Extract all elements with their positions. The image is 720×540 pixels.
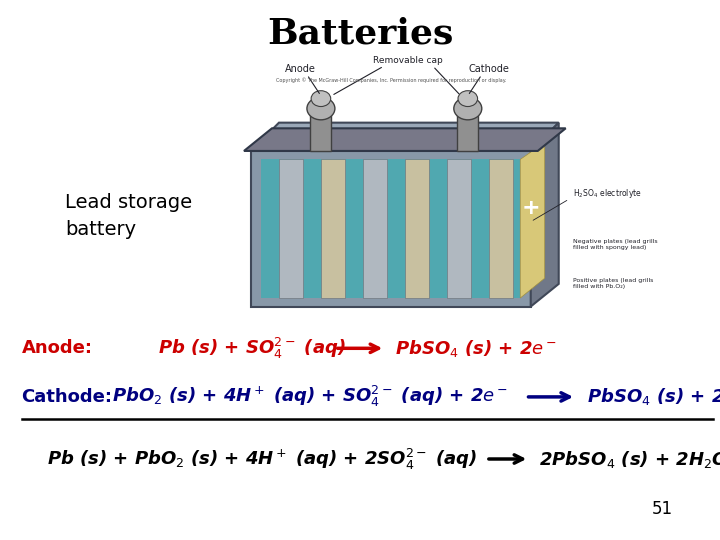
Polygon shape (261, 159, 521, 298)
Text: Negative plates (lead grills
filled with spongy lead): Negative plates (lead grills filled with… (572, 239, 657, 249)
Polygon shape (531, 123, 559, 307)
Polygon shape (447, 159, 472, 298)
Text: Pb (s) + PbO$_2$ (s) + 4H$^+$ (aq) + 2SO$_4^{2-}$ (aq): Pb (s) + PbO$_2$ (s) + 4H$^+$ (aq) + 2SO… (47, 447, 477, 471)
Text: 51: 51 (652, 501, 673, 518)
Text: Removable cap: Removable cap (374, 56, 444, 65)
Text: Anode:: Anode: (22, 339, 93, 357)
Text: Cathode:: Cathode: (22, 388, 112, 406)
Circle shape (311, 91, 330, 106)
Circle shape (458, 91, 477, 106)
Polygon shape (279, 159, 303, 298)
Polygon shape (310, 109, 331, 151)
Text: PbSO$_4$ (s) + 2H$_2$O ($l$): PbSO$_4$ (s) + 2H$_2$O ($l$) (587, 387, 720, 407)
Text: Cathode: Cathode (468, 64, 509, 74)
Circle shape (307, 97, 335, 120)
Polygon shape (405, 159, 429, 298)
Text: Anode: Anode (284, 64, 315, 74)
Polygon shape (251, 151, 531, 307)
Polygon shape (244, 129, 566, 151)
Text: Copyright © The McGraw-Hill Companies, Inc. Permission required for reproduction: Copyright © The McGraw-Hill Companies, I… (276, 77, 506, 83)
Polygon shape (363, 159, 387, 298)
Polygon shape (457, 109, 478, 151)
Text: Pb (s) + SO$_4^{2-}$ (aq): Pb (s) + SO$_4^{2-}$ (aq) (158, 336, 346, 361)
Text: PbSO$_4$ (s) + 2$e^-$: PbSO$_4$ (s) + 2$e^-$ (395, 338, 557, 359)
Text: Lead storage
battery: Lead storage battery (65, 193, 192, 239)
Text: 2PbSO$_4$ (s) + 2H$_2$O ($l$): 2PbSO$_4$ (s) + 2H$_2$O ($l$) (539, 449, 720, 469)
Polygon shape (489, 159, 513, 298)
Text: Batteries: Batteries (267, 16, 453, 50)
Text: +: + (521, 198, 540, 218)
Polygon shape (521, 143, 545, 298)
Text: H$_2$SO$_4$ electrolyte: H$_2$SO$_4$ electrolyte (572, 187, 642, 200)
Circle shape (454, 97, 482, 120)
Text: Positive plates (lead grills
filled with Pb.O₂): Positive plates (lead grills filled with… (572, 279, 653, 289)
Polygon shape (321, 159, 346, 298)
Text: PbO$_2$ (s) + 4H$^+$ (aq) + SO$_4^{2-}$ (aq) + 2$e^-$: PbO$_2$ (s) + 4H$^+$ (aq) + SO$_4^{2-}$ … (112, 384, 508, 409)
Polygon shape (251, 123, 559, 151)
